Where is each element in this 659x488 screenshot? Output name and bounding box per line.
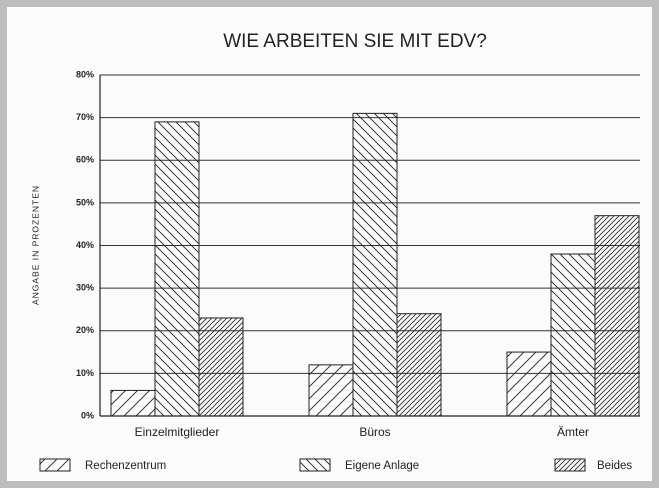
bar — [308, 364, 354, 417]
bar — [594, 215, 640, 417]
legend-swatch — [299, 458, 331, 472]
x-tick-label: Büros — [359, 425, 390, 439]
legend-swatch — [39, 458, 71, 472]
bar — [550, 253, 596, 417]
legend-label: Beides — [597, 460, 632, 472]
y-tick-label: 40% — [76, 240, 94, 250]
chart-title: WIE ARBEITEN SIE MIT EDV? — [223, 31, 487, 52]
y-tick-label: 0% — [81, 410, 94, 420]
y-tick-label: 10% — [76, 368, 94, 378]
y-tick-label: 80% — [76, 69, 94, 79]
bar — [506, 351, 552, 417]
x-tick-label: Ämter — [557, 425, 589, 439]
x-tick-label: Einzelmitglieder — [135, 425, 220, 439]
y-tick-label: 70% — [76, 112, 94, 122]
legend-label: Eigene Anlage — [345, 460, 419, 472]
y-tick-label: 60% — [76, 155, 94, 165]
y-axis-label: ANGABE IN PROZENTEN — [30, 185, 40, 305]
bar — [352, 112, 398, 417]
bar — [110, 389, 156, 417]
bar — [154, 121, 200, 417]
bar — [198, 317, 244, 417]
bar — [396, 313, 442, 417]
y-tick-label: 30% — [76, 283, 94, 293]
y-tick-label: 20% — [76, 325, 94, 335]
legend-label: Rechenzentrum — [85, 460, 166, 472]
legend-swatch — [554, 458, 586, 472]
y-tick-label: 50% — [76, 197, 94, 207]
